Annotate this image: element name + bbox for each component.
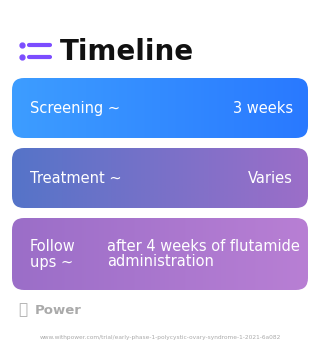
Text: ups ~: ups ~ bbox=[30, 254, 73, 270]
Text: www.withpower.com/trial/early-phase-1-polycystic-ovary-syndrome-1-2021-6a082: www.withpower.com/trial/early-phase-1-po… bbox=[39, 335, 281, 339]
Text: 3 weeks: 3 weeks bbox=[233, 101, 293, 116]
Text: ␧: ␧ bbox=[18, 303, 27, 318]
Text: after 4 weeks of flutamide: after 4 weeks of flutamide bbox=[107, 238, 300, 254]
Text: Treatment ~: Treatment ~ bbox=[30, 170, 122, 186]
Text: Varies: Varies bbox=[248, 170, 293, 186]
Text: Power: Power bbox=[35, 304, 82, 316]
Text: administration: administration bbox=[107, 254, 214, 270]
Text: Follow: Follow bbox=[30, 238, 76, 254]
Text: Screening ~: Screening ~ bbox=[30, 101, 120, 116]
Text: Timeline: Timeline bbox=[60, 38, 194, 66]
